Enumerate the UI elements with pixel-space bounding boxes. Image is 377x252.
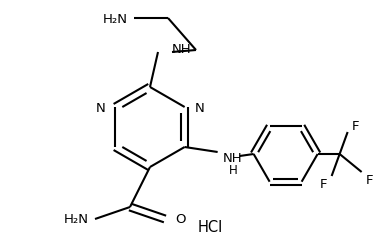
Text: F: F (366, 173, 373, 186)
Text: F: F (352, 120, 359, 133)
Text: N: N (195, 101, 204, 114)
Text: NH: NH (172, 42, 192, 55)
Text: H: H (228, 164, 238, 177)
Text: O: O (175, 213, 185, 226)
Text: NH: NH (223, 152, 242, 165)
Text: N: N (96, 101, 105, 114)
Text: F: F (320, 177, 328, 190)
Text: HCl: HCl (198, 220, 223, 235)
Text: H₂N: H₂N (103, 12, 128, 25)
Text: H₂N: H₂N (64, 213, 89, 226)
